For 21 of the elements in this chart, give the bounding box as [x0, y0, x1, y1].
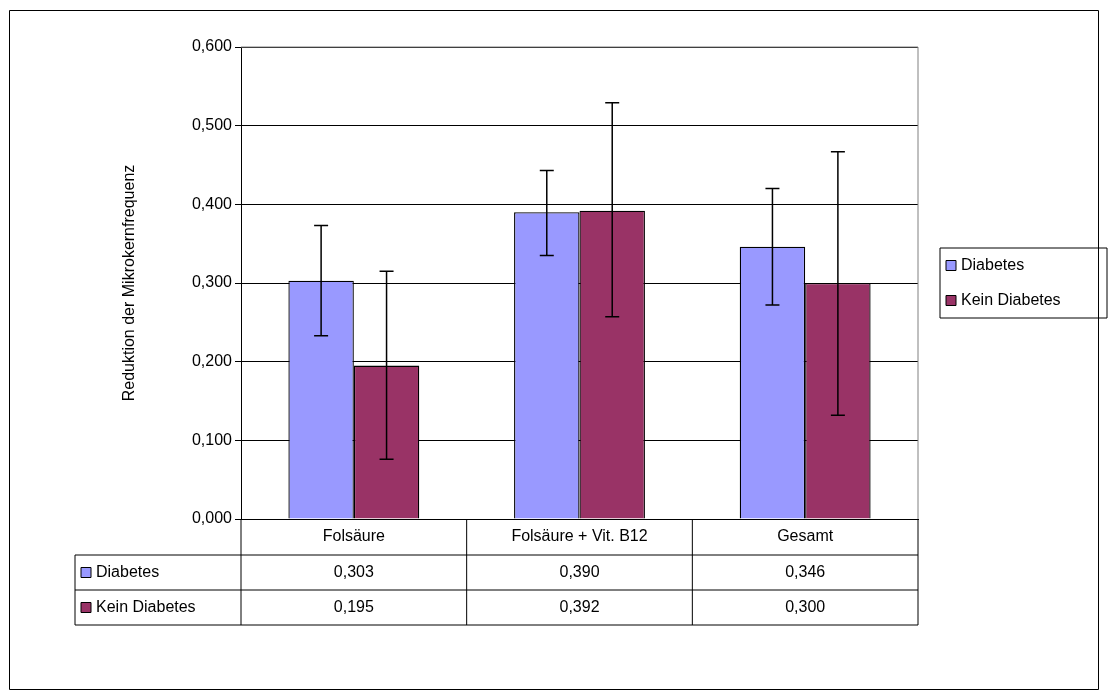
- y-tick-label: 0,000: [191, 509, 233, 527]
- x-tick-label: Folsäure: [322, 527, 386, 545]
- data-label: 0,392: [559, 597, 600, 615]
- legend-label: Diabetes: [96, 562, 160, 580]
- text: Kein Diabetes: [96, 597, 196, 615]
- y-tick-label: 0,600: [191, 37, 233, 55]
- y-axis-title: Reduktion der Mikrokernfrequenz: [120, 164, 138, 402]
- data-label: 0,300: [785, 597, 826, 615]
- data-label: 0,303: [333, 562, 374, 580]
- data-label: 0,390: [559, 562, 600, 580]
- text: Diabetes: [961, 255, 1025, 273]
- x-tick-label: Gesamt: [777, 527, 834, 545]
- y-tick-label: 0,400: [191, 194, 233, 212]
- x-tick-label: Folsäure + Vit. B12: [511, 527, 648, 545]
- y-tick-label: 0,200: [191, 352, 233, 370]
- y-tick-label: 0,300: [191, 273, 233, 291]
- data-label: 0,346: [785, 562, 826, 580]
- data-label: 0,195: [333, 597, 374, 615]
- legend-label: Kein Diabetes: [961, 290, 1061, 308]
- y-tick-label: 0,100: [191, 430, 233, 448]
- y-tick-label: 0,500: [191, 116, 233, 134]
